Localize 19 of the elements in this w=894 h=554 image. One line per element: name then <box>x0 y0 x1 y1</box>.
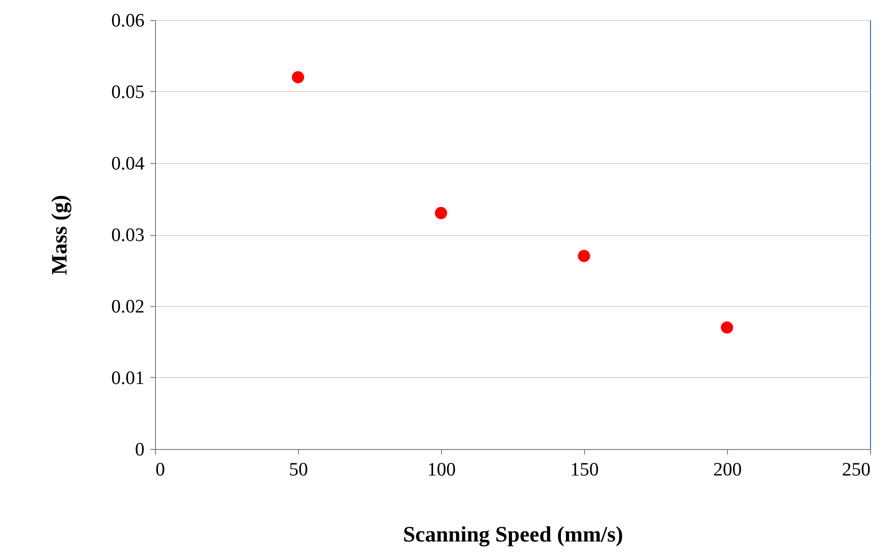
y-tick-label: 0.04 <box>111 154 145 174</box>
x-tick-label: 150 <box>570 460 599 480</box>
y-tick-label: 0.02 <box>111 296 144 318</box>
x-tick-label: 100 <box>427 460 456 480</box>
x-axis-title: Scanning Speed (mm/s) <box>402 522 624 546</box>
y-tick-label: 0.06 <box>111 10 144 32</box>
y-axis-title: Mass (g) <box>46 194 72 276</box>
point <box>720 321 734 334</box>
point <box>578 250 590 262</box>
y-tick-label: 0.01 <box>111 368 144 389</box>
x-tick-label: 250 <box>842 460 870 480</box>
x-tick-label: 200 <box>713 460 742 480</box>
x-tick-label: 50 <box>289 460 308 480</box>
y-tick-label: 0.05 <box>111 82 144 103</box>
x-tick-label: 0 <box>156 460 165 480</box>
y-tick-label: 0 <box>135 440 144 460</box>
y-tick-label: 0.03 <box>111 225 144 246</box>
point <box>292 71 304 84</box>
point <box>434 206 448 220</box>
